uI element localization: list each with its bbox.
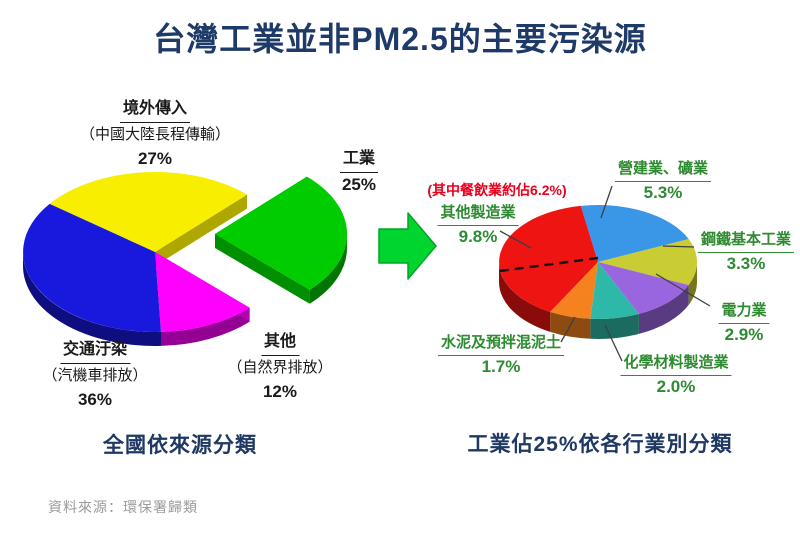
label-cement: 水泥及預拌混泥土 1.7% <box>437 332 565 378</box>
industry-pie-slice-2-side <box>638 285 689 334</box>
label-imported-title: 境外傳入 <box>119 97 191 123</box>
industry-pie <box>499 205 698 339</box>
industry-pie-slice-3 <box>590 262 639 319</box>
annotation-restaurant-share: (其中餐飲業約佔6.2%) <box>427 182 567 198</box>
label-construction-mining-title: 營建業、礦業 <box>614 158 712 182</box>
right-chart-caption: 工業佔25%依各行業別分類 <box>467 433 733 456</box>
national-pie <box>23 172 348 346</box>
restaurant-share-dashed-line <box>499 256 599 273</box>
label-imported: 境外傳入 （中國大陸長程傳輸） 27% <box>80 97 230 171</box>
industry-pie-slice-2 <box>598 262 689 314</box>
label-chemical-pct: 2.0% <box>656 377 696 396</box>
label-steel-title: 鋼鐵基本工業 <box>697 229 795 253</box>
label-other-manufacturing-pct: 9.8% <box>458 227 498 246</box>
label-imported-sub: （中國大陸長程傳輸） <box>79 126 231 143</box>
leader-line <box>560 316 576 343</box>
national-pie-slice-3 <box>23 203 161 332</box>
national-pie-slice-3-side <box>23 252 161 346</box>
label-other-manufacturing-title: 其他製造業 <box>437 202 519 226</box>
page-title: 台灣工業並非PM2.5的主要污染源 <box>153 21 647 57</box>
label-other-manufacturing: 其他製造業 9.8% <box>437 202 519 248</box>
label-chemical: 化學材料製造業 2.0% <box>620 352 732 398</box>
industry-pie-slice-5-side <box>499 262 551 332</box>
leader-line <box>604 324 623 362</box>
leader-line <box>499 230 532 249</box>
label-others-pct: 12% <box>262 382 298 401</box>
label-imported-pct: 27% <box>137 149 173 168</box>
national-pie-slice-2-side <box>161 307 250 346</box>
national-pie-slice-0-cut <box>155 194 247 266</box>
label-others: 其他 （自然界排放） 12% <box>227 330 332 404</box>
label-power: 電力業 2.9% <box>718 300 770 346</box>
label-industry: 工業 25% <box>339 147 379 197</box>
national-pie-slice-0 <box>49 172 247 252</box>
label-cement-title: 水泥及預拌混泥土 <box>437 332 565 356</box>
label-industry-pct: 25% <box>341 175 377 194</box>
source-note: 資料來源：環保署歸類 <box>48 499 198 515</box>
label-traffic-sub: （汽機車排放） <box>42 367 148 384</box>
label-construction-mining: 營建業、礦業 5.3% <box>614 158 712 204</box>
label-others-sub: （自然界排放） <box>227 359 333 376</box>
industry-pie-slice-4 <box>550 262 598 319</box>
industry-pie-slice-5 <box>499 205 598 312</box>
label-steel-pct: 3.3% <box>726 254 766 273</box>
label-industry-title: 工業 <box>339 147 379 173</box>
label-chemical-title: 化學材料製造業 <box>620 352 732 376</box>
label-power-pct: 2.9% <box>724 325 764 344</box>
national-pie-slice-1-side <box>309 234 347 304</box>
label-steel: 鋼鐵基本工業 3.3% <box>697 229 795 275</box>
leader-line <box>662 245 695 248</box>
label-traffic-title: 交通汙染 <box>59 338 131 364</box>
national-pie-slice-1-cut <box>215 234 310 304</box>
national-pie-slice-1 <box>215 176 348 290</box>
label-traffic: 交通汙染 （汽機車排放） 36% <box>42 338 147 412</box>
industry-pie-slice-1 <box>598 239 698 285</box>
leader-line <box>600 185 613 219</box>
label-construction-mining-pct: 5.3% <box>643 183 683 202</box>
left-chart-caption: 全國依來源分類 <box>103 434 257 457</box>
label-power-title: 電力業 <box>718 300 770 324</box>
leader-line <box>655 273 711 307</box>
industry-pie-slice-0 <box>580 205 689 262</box>
flow-arrow-icon <box>378 212 437 280</box>
label-others-title: 其他 <box>260 330 300 356</box>
label-cement-pct: 1.7% <box>481 357 521 376</box>
industry-pie-slice-3-side <box>590 313 639 339</box>
label-traffic-pct: 36% <box>77 390 113 409</box>
national-pie-slice-2 <box>155 252 250 332</box>
